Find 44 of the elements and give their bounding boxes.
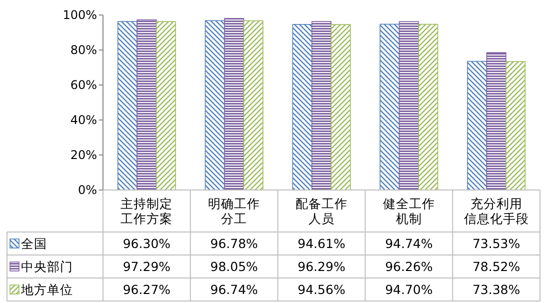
data-label: 94.61% <box>298 236 346 251</box>
bar <box>486 52 506 190</box>
bar <box>380 24 400 190</box>
data-label: 78.52% <box>472 259 520 274</box>
data-label: 94.74% <box>385 236 433 251</box>
data-label: 96.26% <box>385 259 433 274</box>
legend-label: 地方单位 <box>20 282 73 297</box>
data-label: 96.29% <box>298 259 346 274</box>
y-tick-label: 80% <box>70 43 97 57</box>
x-tick-label: 配备工作人员 <box>296 196 348 226</box>
data-label: 96.27% <box>122 282 171 297</box>
bar <box>311 21 332 190</box>
data-label: 97.29% <box>122 259 171 274</box>
bar <box>136 19 157 190</box>
data-label: 96.74% <box>210 282 258 297</box>
bar <box>330 24 351 190</box>
data-label: 96.78% <box>210 236 258 251</box>
bar <box>292 24 312 190</box>
x-tick-label: 健全工作机制 <box>382 196 435 226</box>
x-tick-label: 充分利用信息化手段 <box>464 196 529 226</box>
y-tick-label: 40% <box>70 113 97 127</box>
bar <box>418 24 438 190</box>
data-label: 73.53% <box>472 236 520 251</box>
data-label: 96.30% <box>122 236 171 251</box>
bar <box>398 21 419 190</box>
data-label: 98.05% <box>210 259 258 274</box>
y-tick-label: 20% <box>70 148 97 162</box>
bar <box>204 20 225 190</box>
y-tick-label: 0% <box>78 183 97 197</box>
legend-label: 中央部门 <box>21 259 73 274</box>
bar <box>156 21 176 190</box>
data-label: 94.70% <box>385 282 433 297</box>
x-tick-label: 主持制定工作方案 <box>120 196 173 226</box>
x-tick-label: 明确工作分工 <box>208 196 260 226</box>
legend-label: 全国 <box>21 236 47 251</box>
y-tick-label: 100% <box>62 8 97 22</box>
data-label: 73.38% <box>472 282 520 297</box>
bar <box>243 20 264 190</box>
bar <box>224 18 244 190</box>
data-label: 94.56% <box>298 282 346 297</box>
bar <box>467 60 488 190</box>
y-tick-label: 60% <box>70 78 97 92</box>
bar <box>506 61 526 190</box>
bar <box>117 21 138 190</box>
